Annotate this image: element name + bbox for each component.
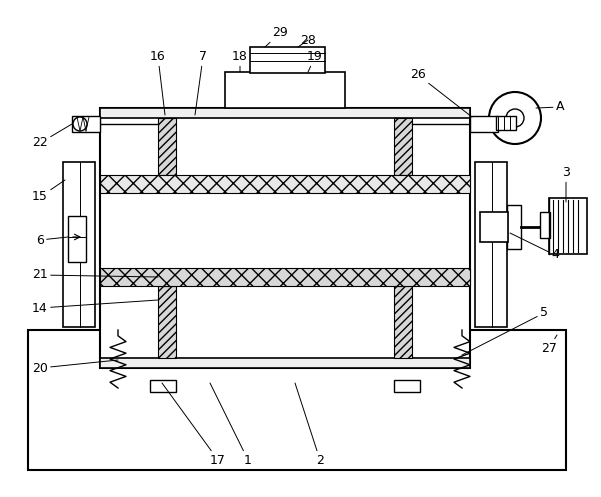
Text: 20: 20 (32, 360, 118, 375)
Text: 2: 2 (295, 383, 324, 467)
Bar (100, 268, 470, 286)
Bar (507, 205, 521, 249)
Text: 29: 29 (265, 26, 288, 47)
Text: 22: 22 (32, 124, 72, 150)
Text: 17: 17 (162, 383, 226, 467)
Bar (480, 212, 508, 242)
Circle shape (506, 109, 524, 127)
Bar (158, 286, 176, 358)
Text: 21: 21 (32, 268, 158, 281)
Text: 16: 16 (150, 51, 166, 115)
Bar (100, 108, 470, 118)
Bar (540, 212, 550, 238)
Text: 1: 1 (210, 383, 252, 467)
Bar (72, 116, 100, 132)
Bar (150, 380, 176, 392)
Bar (158, 118, 176, 175)
Bar (250, 47, 325, 73)
Bar (100, 108, 470, 368)
Bar (28, 330, 566, 470)
Text: 5: 5 (462, 307, 548, 355)
Bar (225, 72, 345, 108)
Text: 18: 18 (232, 51, 248, 72)
Bar (394, 380, 420, 392)
Circle shape (73, 117, 87, 131)
Text: 28: 28 (298, 33, 316, 47)
Text: 26: 26 (410, 69, 472, 117)
Text: 27: 27 (541, 335, 557, 354)
Bar (100, 175, 470, 193)
Text: 6: 6 (36, 234, 68, 247)
Text: 3: 3 (562, 166, 570, 202)
Circle shape (489, 92, 541, 144)
Text: 14: 14 (32, 300, 158, 315)
Bar (496, 116, 516, 130)
Text: A: A (536, 100, 564, 113)
Bar (470, 116, 498, 132)
Bar (394, 118, 412, 175)
Text: 4: 4 (510, 233, 559, 261)
Bar (394, 286, 412, 358)
Bar (549, 198, 587, 254)
Bar (475, 162, 507, 327)
Text: 15: 15 (32, 180, 65, 203)
Bar (100, 358, 470, 368)
Bar (68, 216, 86, 262)
Text: 7: 7 (195, 51, 207, 115)
Bar (63, 162, 95, 327)
Text: 19: 19 (307, 51, 323, 72)
